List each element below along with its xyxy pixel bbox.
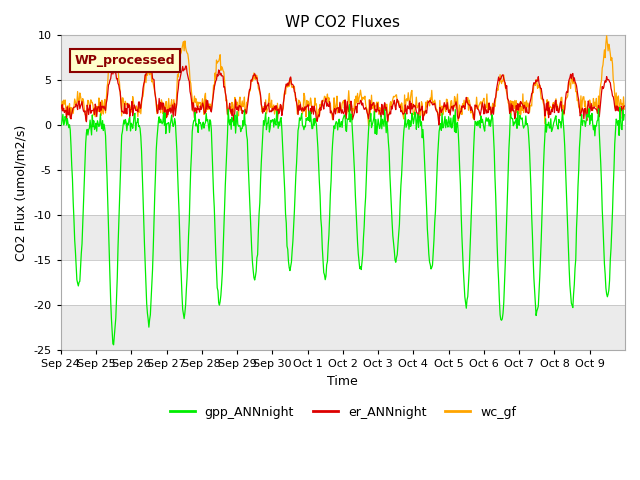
Bar: [61, 260, 625, 305]
Bar: [61, 170, 625, 216]
Legend: gpp_ANNnight, er_ANNnight, wc_gf: gpp_ANNnight, er_ANNnight, wc_gf: [164, 401, 521, 424]
Bar: [61, 36, 625, 80]
Text: WP_processed: WP_processed: [75, 54, 175, 67]
Bar: [61, 216, 625, 260]
Bar: [61, 125, 625, 170]
X-axis label: Time: Time: [328, 375, 358, 388]
Title: WP CO2 Fluxes: WP CO2 Fluxes: [285, 15, 401, 30]
Y-axis label: CO2 Flux (umol/m2/s): CO2 Flux (umol/m2/s): [15, 125, 28, 261]
Bar: [61, 80, 625, 125]
Bar: [61, 305, 625, 350]
